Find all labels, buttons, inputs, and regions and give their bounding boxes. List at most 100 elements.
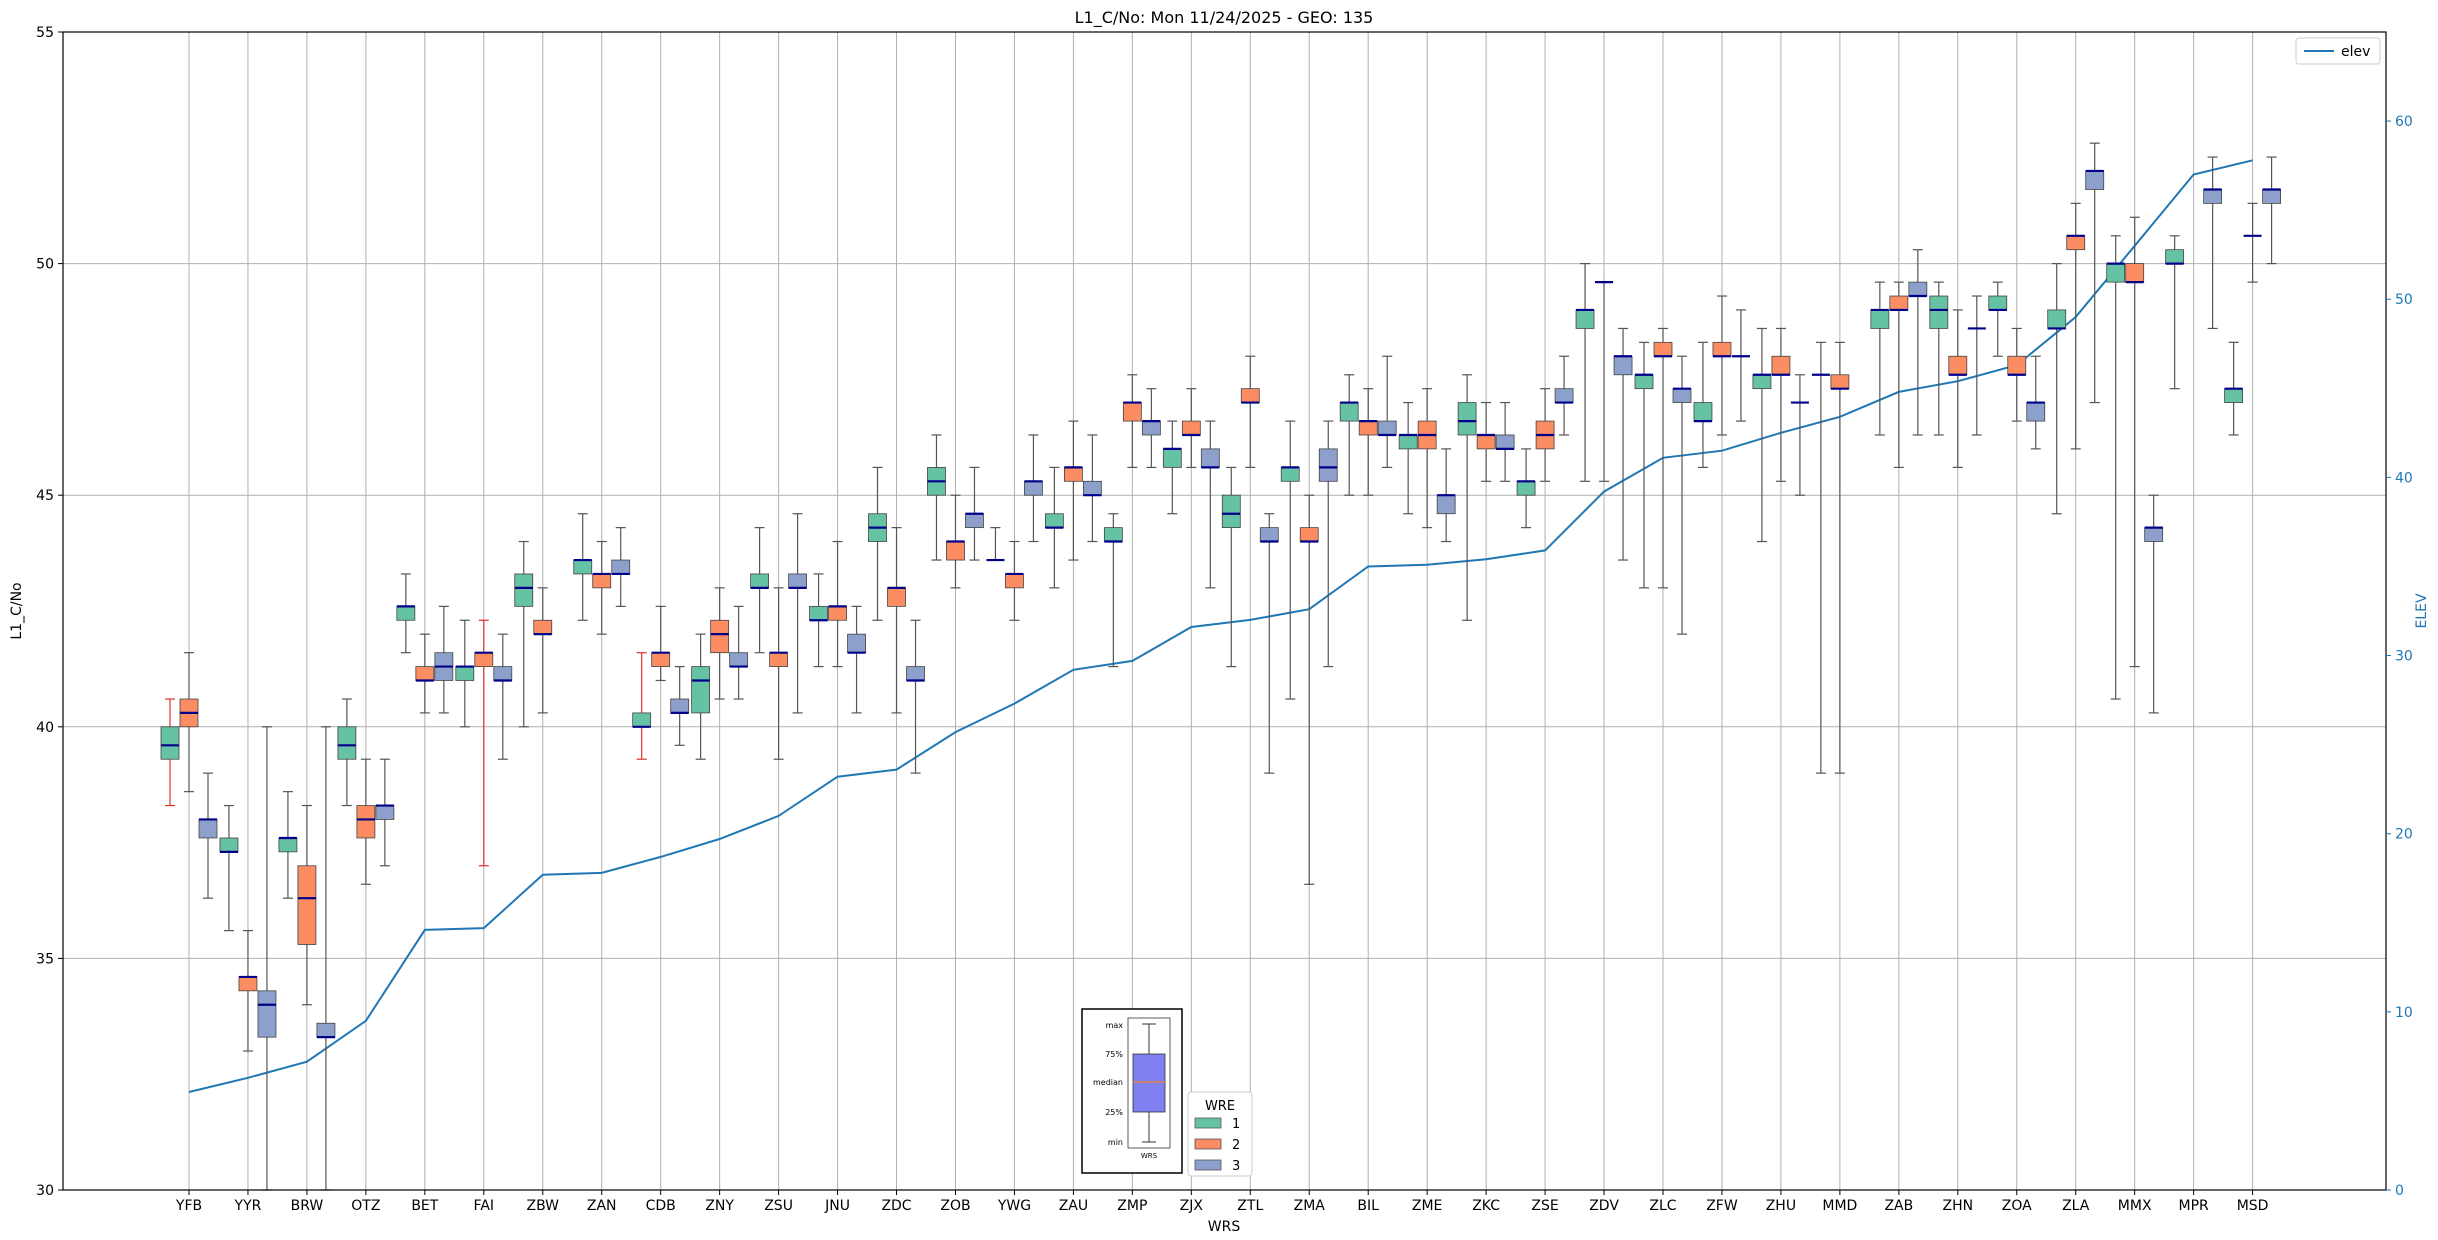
key-label-q1: 25%	[1105, 1108, 1123, 1117]
x-tick-label-zkc: ZKC	[1472, 1198, 1500, 1214]
box-iqr	[750, 573, 769, 589]
box-iqr	[1889, 295, 1909, 311]
box-zab-wre-1	[1870, 281, 1890, 436]
box-iqr	[1948, 355, 1968, 376]
x-tick-label-otz: OTZ	[351, 1198, 380, 1214]
legend-swatch-wre-3	[1194, 1159, 1222, 1171]
box-bil-wre-3	[1377, 355, 1397, 469]
box-iqr	[1613, 355, 1633, 376]
box-jnu-wre-3	[847, 605, 866, 714]
box-iqr	[1554, 388, 1574, 403]
box-iqr	[2144, 527, 2164, 542]
box-iqr	[809, 605, 828, 621]
box-iqr	[2165, 249, 2185, 264]
box-fai-wre-3	[493, 633, 513, 760]
x-tick-label-zse: ZSE	[1531, 1198, 1558, 1214]
x-tick-label-zau: ZAU	[1059, 1198, 1088, 1214]
x-tick-label-fai: FAI	[474, 1198, 494, 1214]
box-zlc-wre-1	[1634, 341, 1654, 589]
box-iqr	[455, 666, 475, 681]
box-iqr	[1653, 341, 1673, 357]
legend-swatch-wre-1	[1194, 1117, 1222, 1129]
right-y-axis-label: ELEV	[2414, 593, 2430, 628]
box-iqr	[1457, 402, 1477, 436]
x-tick-label-zla: ZLA	[2062, 1198, 2090, 1214]
x-tick-label-zmp: ZMP	[1117, 1198, 1147, 1214]
x-tick-label-zma: ZMA	[1294, 1198, 1326, 1214]
box-zmp-wre-2	[1122, 374, 1142, 469]
box-mmd-wre-2	[1830, 341, 1850, 774]
box-iqr	[1024, 480, 1043, 496]
box-iqr	[611, 559, 631, 575]
box-cdb-wre-1	[632, 652, 652, 760]
box-zhu-wre-1	[1752, 327, 1772, 543]
box-iqr	[632, 712, 652, 728]
box-iqr	[1929, 295, 1949, 329]
box-iqr	[1005, 573, 1024, 589]
box-iqr	[710, 619, 730, 654]
box-zfw-wre-1	[1693, 341, 1713, 469]
box-iqr	[1122, 402, 1142, 422]
box-iqr	[396, 605, 416, 621]
box-iqr	[670, 698, 690, 714]
box-iqr	[219, 837, 239, 853]
box-iqr	[1988, 295, 2008, 311]
x-tick-label-zan: ZAN	[587, 1198, 617, 1214]
box-zob-wre-1	[927, 434, 946, 561]
box-mmx-wre-1	[2106, 235, 2126, 700]
right-y-tick-label: 30	[2395, 649, 2413, 665]
box-ywg-wre-2	[1005, 540, 1024, 621]
box-iqr	[1377, 420, 1397, 436]
box-iqr	[1398, 434, 1418, 450]
x-axis-label: WRS	[1208, 1219, 1241, 1235]
box-iqr	[729, 652, 749, 667]
box-otz-wre-3	[375, 758, 395, 867]
box-zhn-wre-2	[1948, 309, 1968, 469]
box-zab-wre-2	[1889, 281, 1909, 469]
plot-frame	[62, 31, 2387, 1191]
box-zny-wre-1	[691, 633, 711, 760]
legend-swatch-wre-2	[1194, 1138, 1222, 1150]
box-zla-wre-1	[2047, 263, 2067, 515]
box-zfw-wre-2	[1712, 295, 1732, 436]
legend-label-wre-1: 1	[1232, 1117, 1240, 1132]
box-iqr	[493, 666, 513, 681]
y-tick-label: 40	[36, 720, 54, 736]
x-tick-label-msd: MSD	[2237, 1198, 2269, 1214]
box-iqr	[337, 726, 357, 760]
wre-legend: WRE 1 2 3	[1187, 1091, 1253, 1177]
y-tick-label: 55	[36, 25, 54, 41]
box-mmx-wre-3	[2144, 494, 2164, 714]
x-tick-label-mmx: MMX	[2118, 1198, 2152, 1214]
box-zbw-wre-2	[533, 587, 553, 714]
chart-title: L1_C/No: Mon 11/24/2025 - GEO: 135	[1075, 8, 1374, 28]
box-iqr	[2106, 263, 2126, 283]
box-iqr	[1575, 309, 1595, 329]
elev-legend-frame	[2295, 37, 2381, 65]
box-yfb-wre-2	[179, 652, 199, 793]
box-msd-wre-2	[2243, 202, 2262, 283]
box-iqr	[1240, 388, 1260, 403]
box-iqr	[1693, 402, 1713, 422]
x-tick-label-zny: ZNY	[705, 1198, 734, 1214]
box-jnu-wre-1	[809, 573, 828, 668]
box-fai-wre-2	[474, 619, 494, 867]
box-iqr	[2047, 309, 2067, 329]
box-iqr	[651, 652, 671, 667]
y-tick-label: 30	[36, 1183, 54, 1199]
box-zma-wre-1	[1280, 420, 1300, 700]
box-iqr	[1259, 527, 1279, 542]
box-zau-wre-2	[1064, 420, 1083, 561]
box-zjx-wre-2	[1181, 388, 1201, 469]
box-iqr	[691, 666, 711, 714]
x-tick-label-zhu: ZHU	[1766, 1198, 1796, 1214]
x-tick-label-zfw: ZFW	[1706, 1198, 1738, 1214]
x-tick-label-yfb: YFB	[175, 1198, 202, 1214]
box-iqr	[1908, 281, 1928, 297]
box-ztl-wre-1	[1221, 466, 1241, 668]
box-ztl-wre-3	[1259, 513, 1279, 774]
box-zma-wre-3	[1318, 420, 1338, 668]
box-iqr	[2007, 355, 2027, 376]
box-iqr	[238, 976, 258, 992]
